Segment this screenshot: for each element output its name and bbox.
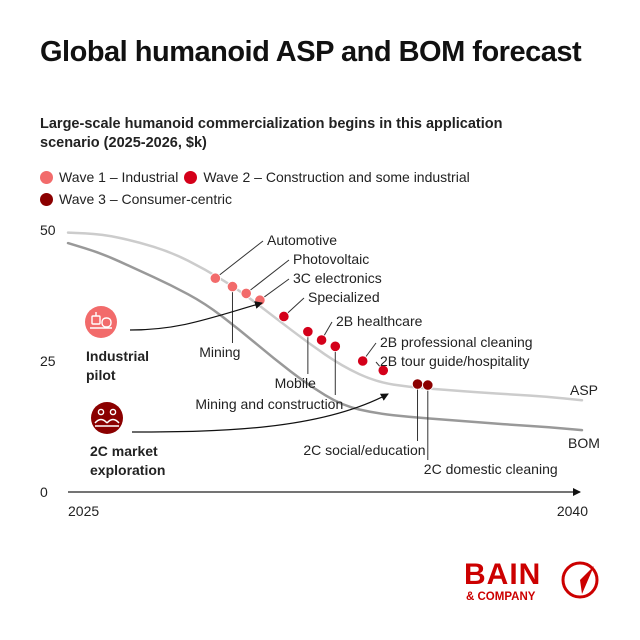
axes: 0 25 50 2025 2040 [40, 222, 588, 519]
industrial-pilot-annotation: Industrial pilot [85, 301, 263, 383]
legend-item-wave-1: Wave 1 – Industrial [40, 169, 178, 185]
scenario-label: 2B tour guide/hospitality [380, 353, 529, 369]
legend: Wave 1 – Industrial Wave 2 – Constructio… [40, 166, 620, 210]
industrial-pilot-label-line-2: pilot [86, 367, 116, 383]
legend-label-wave-3: Wave 3 – Consumer-centric [59, 191, 232, 207]
scenario-label: Photovoltaic [293, 251, 369, 267]
chart-subtitle: Large-scale humanoid commercialization b… [40, 116, 503, 151]
series-layer [66, 231, 584, 432]
scenario-label: Automotive [267, 232, 337, 248]
series-label-bom: BOM [568, 435, 600, 451]
y-tick-label: 50 [40, 222, 56, 238]
leader-line [215, 240, 264, 279]
legend-label-wave-2: Wave 2 – Construction and some industria… [203, 169, 470, 185]
scenario-label: 2C social/education [303, 442, 425, 458]
leader-line [245, 259, 290, 294]
scenario-point-wave-2 [377, 364, 389, 377]
y-tick-label: 0 [40, 484, 48, 500]
y-tick-label: 25 [40, 353, 56, 369]
industrial-pilot-arrow [129, 301, 263, 331]
scenario-point-wave-2 [357, 355, 369, 367]
scenario-label: Mobile [275, 375, 316, 391]
series-line-bom [66, 241, 584, 432]
brand-sub: & COMPANY [466, 591, 536, 603]
scenario-point-wave-2 [302, 326, 314, 338]
people-glyph [94, 408, 120, 427]
chart-title: Global humanoid ASP and BOM forecast [40, 36, 582, 68]
brand-circle-icon [561, 561, 599, 599]
scenario-point-wave-3 [422, 379, 434, 391]
x-tick-label: 2040 [557, 503, 588, 519]
x-tick-label: 2025 [68, 503, 99, 519]
labels-layer: Automotive Mining Photovoltaic 3C electroni… [195, 232, 557, 477]
legend-swatch-wave-1 [40, 170, 53, 184]
leader-line [259, 278, 290, 301]
scenario-point-wave-3 [411, 378, 424, 390]
bain-logo: BAIN & COMPANY [464, 558, 599, 603]
series-label-asp: ASP [570, 382, 598, 398]
scenario-label: 2B professional cleaning [380, 334, 533, 350]
people-icon [91, 402, 123, 434]
market-exploration-arrow [131, 393, 389, 433]
scenario-label: Specialized [308, 289, 380, 305]
scenario-label: Mining and construction [195, 396, 343, 412]
scenario-label: 2B healthcare [336, 313, 423, 329]
market-exploration-annotation: 2C market exploration [90, 393, 389, 478]
scenario-point-wave-2 [278, 310, 290, 323]
legend-label-wave-1: Wave 1 – Industrial [59, 169, 179, 185]
scenario-label: 2C domestic cleaning [424, 461, 558, 477]
scenario-label: Mining [199, 344, 240, 360]
legend-item-wave-2: Wave 2 – Construction and some industria… [184, 169, 470, 185]
scenario-point-wave-1 [209, 272, 221, 284]
factory-icon [85, 306, 117, 338]
industrial-pilot-label-line-1: Industrial [86, 348, 149, 364]
legend-swatch-wave-2 [184, 170, 198, 184]
scenario-point-wave-2 [315, 334, 328, 346]
market-exploration-label-line-1: 2C market [90, 443, 158, 459]
brand-compass-icon [580, 566, 594, 594]
legend-item-wave-3: Wave 3 – Consumer-centric [40, 191, 232, 207]
scenario-point-wave-1 [240, 287, 252, 300]
robot-arm-icon [90, 312, 112, 329]
legend-swatch-wave-3 [40, 192, 53, 206]
scenario-point-wave-2 [329, 340, 341, 352]
market-exploration-label-line-2: exploration [90, 462, 165, 478]
points-layer [209, 272, 434, 391]
series-line-asp [66, 231, 584, 402]
scenario-point-wave-1 [226, 280, 239, 293]
scenario-label: 3C electronics [293, 270, 382, 286]
brand-name: BAIN [464, 558, 541, 591]
